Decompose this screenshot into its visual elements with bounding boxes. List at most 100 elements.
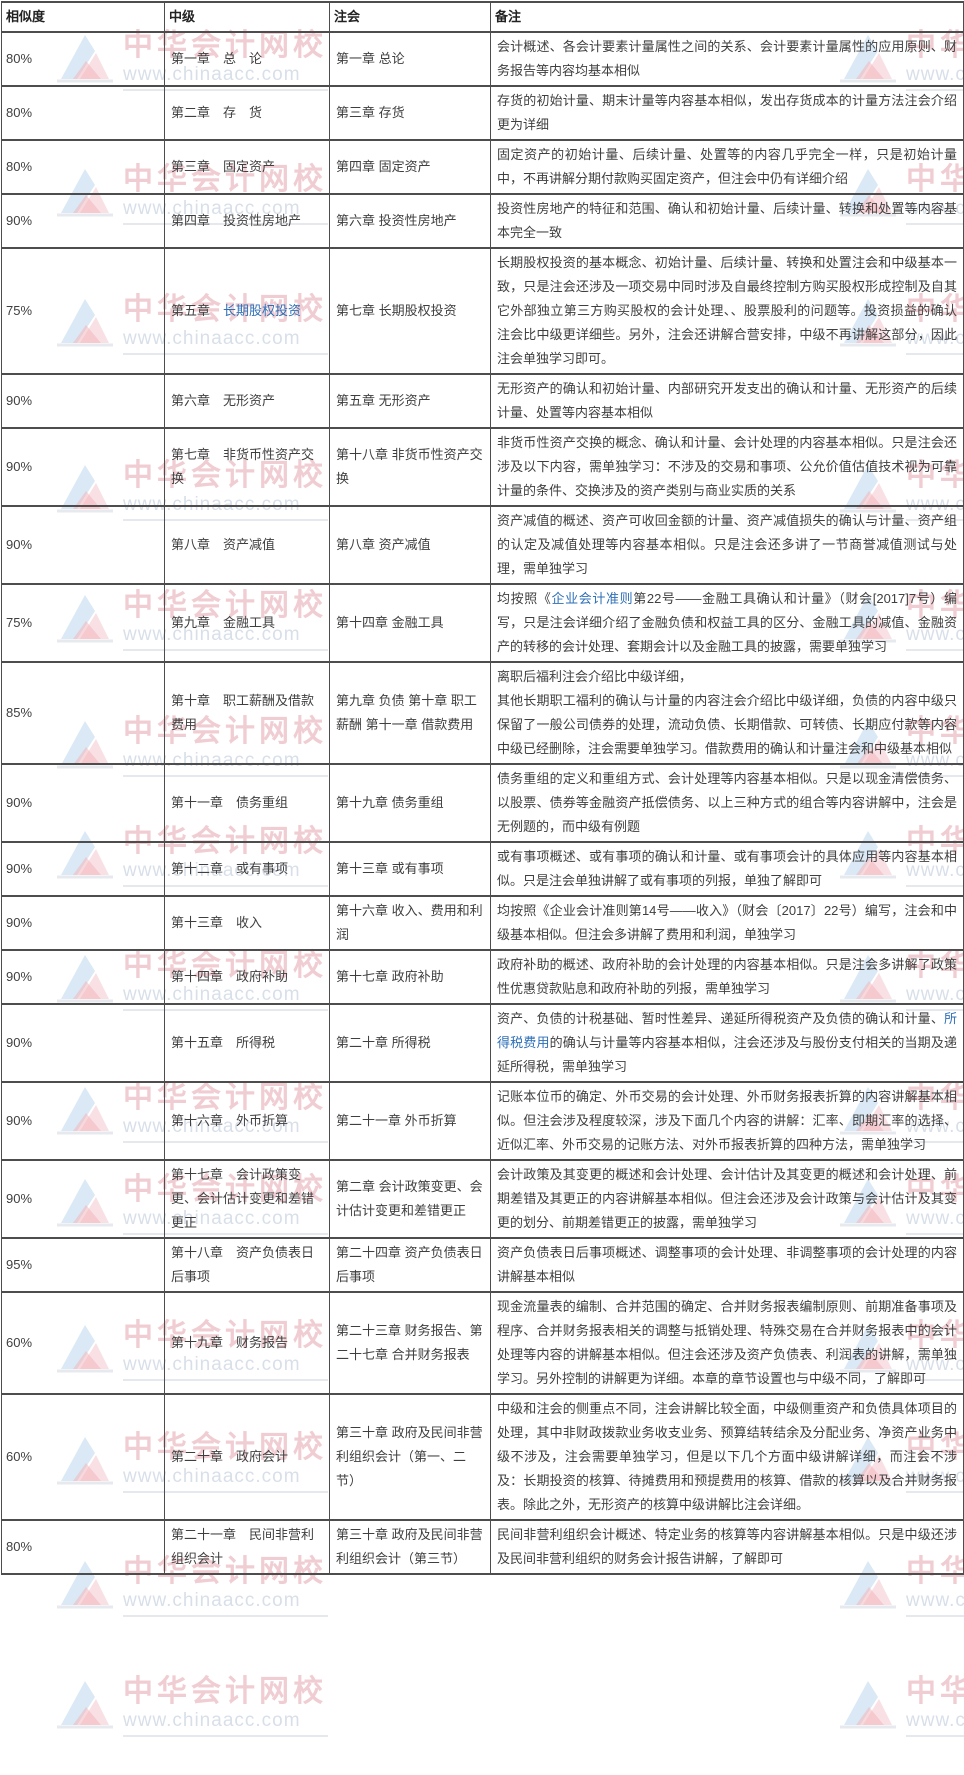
- similarity-cell: 75%: [1, 247, 165, 375]
- cpa-chapter-cell: 第三章 存货: [329, 85, 491, 141]
- table-row: 90% 第七章 非货币性资产交换 第十八章 非货币性资产交换 非货币性资产交换的概念、…: [1, 427, 964, 507]
- table-row: 80% 第一章 总 论 第一章 总论 会计概述、各会计要素计量属性之间的关系、会计要素…: [1, 31, 964, 87]
- watermark-brand-text: 中华会计网校: [123, 1675, 327, 1708]
- text-segment: 资产负债表日后事项概述、调整事项的会计处理、非调整事项的会计处理的内容讲解基本相…: [497, 1245, 957, 1284]
- table-row: 90% 第十四章 政府补助 第十七章 政府补助 政府补助的概述、政府补助的会计处理的内…: [1, 949, 964, 1005]
- text-segment: 第八章 资产减值: [171, 537, 276, 552]
- inline-link[interactable]: 所得税费用: [497, 1011, 957, 1050]
- cpa-chapter-cell: 第二十章 所得税: [329, 1003, 491, 1083]
- watermark-brand-text: 中华会计网校: [906, 1675, 964, 1708]
- text-segment: 第二十一章 民间非营利组织会计: [171, 1527, 315, 1566]
- text-segment: 第十五章 所得税: [171, 1035, 276, 1050]
- similarity-cell: 60%: [1, 1393, 165, 1521]
- remark-cell: 资产负债表日后事项概述、调整事项的会计处理、非调整事项的会计处理的内容讲解基本相…: [490, 1237, 964, 1293]
- text-segment: 第六章 无形资产: [171, 393, 276, 408]
- text-segment: 投资性房地产的特征和范围、确认和初始计量、后续计量、转换和处置等内容基本完全一致: [497, 201, 957, 240]
- cpa-chapter-cell: 第四章 固定资产: [329, 139, 491, 195]
- remark-cell: 资产、负债的计税基础、暂时性差异、递延所得税资产及负债的确认和计量、所得税费用的…: [490, 1003, 964, 1083]
- mid-chapter-cell: 第十八章 资产负债表日后事项: [164, 1237, 330, 1293]
- remark-cell: 长期股权投资的基本概念、初始计量、后续计量、转换和处置注会和中级基本一致，只是注…: [490, 247, 964, 375]
- header-mid-level: 中级: [164, 1, 330, 33]
- remark-cell: 资产减值的概述、资产可收回金额的计量、资产减值损失的确认与计量、资产组的认定及减…: [490, 505, 964, 585]
- similarity-cell: 90%: [1, 427, 165, 507]
- mid-chapter-cell: 第十七章 会计政策变更、会计估计变更和差错更正: [164, 1159, 330, 1239]
- text-segment: 第十六章 外币折算: [171, 1113, 289, 1128]
- cpa-chapter-cell: 第二十一章 外币折算: [329, 1081, 491, 1161]
- text-segment: 第二章 存 货: [171, 105, 263, 120]
- text-segment: 中级和注会的侧重点不同，注会讲解比较全面，中级侧重资产和负债具体项目的处理，其中…: [497, 1401, 957, 1512]
- cpa-chapter-cell: 第十八章 非货币性资产交换: [329, 427, 491, 507]
- text-segment: 固定资产的初始计量、后续计量、处置等的内容几乎完全一样，只是初始计量中，不再讲解…: [497, 147, 957, 186]
- text-segment: 或有事项概述、或有事项的确认和计量、或有事项会计的具体应用等内容基本相似。只是注…: [497, 849, 957, 888]
- text-segment: 均按照《企业会计准则第14号——收入》（财会〔2017〕22号）编写，注会和中级…: [497, 903, 957, 942]
- text-segment: 会计政策及其变更的概述和会计处理、会计估计及其变更的概述和会计处理、前期差错及其…: [497, 1167, 957, 1230]
- text-segment: 记账本位币的确定、外币交易的会计处理、外币财务报表折算的内容讲解基本相似。但注会…: [497, 1089, 957, 1152]
- remark-cell: 债务重组的定义和重组方式、会计处理等内容基本相似。只是以现金清偿债务、以股票、债…: [490, 763, 964, 843]
- similarity-cell: 85%: [1, 661, 165, 765]
- similarity-cell: 80%: [1, 31, 165, 87]
- mid-chapter-cell: 第十五章 所得税: [164, 1003, 330, 1083]
- mid-chapter-cell: 第七章 非货币性资产交换: [164, 427, 330, 507]
- mid-chapter-cell: 第十四章 政府补助: [164, 949, 330, 1005]
- remark-cell: 政府补助的概述、政府补助的会计处理的内容基本相似。只是注会多讲解了政策性优惠贷款…: [490, 949, 964, 1005]
- similarity-cell: 90%: [1, 841, 165, 897]
- text-segment: 第二十章 政府会计: [171, 1449, 289, 1464]
- similarity-cell: 80%: [1, 1519, 165, 1575]
- mid-chapter-cell: 第一章 总 论: [164, 31, 330, 87]
- text-segment: 非货币性资产交换的概念、确认和计量、会计处理的内容基本相似。只是注会还涉及以下内…: [497, 435, 957, 498]
- remark-cell: 无形资产的确认和初始计量、内部研究开发支出的确认和计量、无形资产的后续计量、处置…: [490, 373, 964, 429]
- table-row: 80% 第二十一章 民间非营利组织会计 第三十章 政府及民间非营利组织会计（第三节）…: [1, 1519, 964, 1575]
- table-row: 90% 第八章 资产减值 第八章 资产减值 资产减值的概述、资产可收回金额的计量、资产…: [1, 505, 964, 585]
- similarity-cell: 90%: [1, 1159, 165, 1239]
- text-segment: 第一章 总 论: [171, 51, 263, 66]
- table-row: 80% 第三章 固定资产 第四章 固定资产 固定资产的初始计量、后续计量、处置等的内容…: [1, 139, 964, 195]
- text-segment: 民间非营利组织会计概述、特定业务的核算等内容讲解基本相似。只是中级还涉及民间非营…: [497, 1527, 957, 1566]
- mid-chapter-cell: 第十三章 收入: [164, 895, 330, 951]
- similarity-cell: 60%: [1, 1291, 165, 1395]
- text-segment: 第五章: [171, 303, 224, 318]
- table-row: 95% 第十八章 资产负债表日后事项 第二十四章 资产负债表日后事项 资产负债表日后事…: [1, 1237, 964, 1293]
- table-header: 相似度 中级 注会 备注: [1, 1, 964, 33]
- table-row: 60% 第二十章 政府会计 第三十章 政府及民间非营利组织会计（第一、二节） 中级和注…: [1, 1393, 964, 1521]
- mid-chapter-cell: 第九章 金融工具: [164, 583, 330, 663]
- text-segment: 均按照《: [497, 591, 552, 606]
- similarity-cell: 75%: [1, 583, 165, 663]
- text-segment: 第四章 投资性房地产: [171, 213, 302, 228]
- mid-chapter-cell: 第四章 投资性房地产: [164, 193, 330, 249]
- text-segment: 第十八章 资产负债表日后事项: [171, 1245, 315, 1284]
- chinaacc-triangle-logo-icon: [55, 1675, 117, 1736]
- cpa-chapter-cell: 第五章 无形资产: [329, 373, 491, 429]
- text-segment: 第十一章 债务重组: [171, 795, 289, 810]
- mid-chapter-cell: 第十二章 或有事项: [164, 841, 330, 897]
- remark-cell: 民间非营利组织会计概述、特定业务的核算等内容讲解基本相似。只是中级还涉及民间非营…: [490, 1519, 964, 1575]
- watermark-url-text: www.chinaacc.com: [123, 1589, 328, 1617]
- remark-cell: 非货币性资产交换的概念、确认和计量、会计处理的内容基本相似。只是注会还涉及以下内…: [490, 427, 964, 507]
- text-segment: 会计概述、各会计要素计量属性之间的关系、会计要素计量属性的应用原则、财务报告等内…: [497, 39, 957, 78]
- remark-cell: 离职后福利注会介绍比中级详细， 其他长期职工福利的确认与计量的内容注会介绍比中级…: [490, 661, 964, 765]
- mid-chapter-cell: 第十六章 外币折算: [164, 1081, 330, 1161]
- inline-link[interactable]: 长期股权投资: [223, 303, 302, 318]
- similarity-cell: 90%: [1, 895, 165, 951]
- text-segment: 债务重组的定义和重组方式、会计处理等内容基本相似。只是以现金清偿债务、以股票、债…: [497, 771, 957, 834]
- inline-link[interactable]: 企业会计准则: [551, 591, 634, 606]
- mid-chapter-cell: 第二章 存 货: [164, 85, 330, 141]
- header-row: 相似度 中级 注会 备注: [1, 1, 964, 33]
- mid-chapter-cell: 第二十章 政府会计: [164, 1393, 330, 1521]
- remark-cell: 均按照《企业会计准则第22号——金融工具确认和计量》（财会[2017]7号）编写…: [490, 583, 964, 663]
- text-segment: 政府补助的概述、政府补助的会计处理的内容基本相似。只是注会多讲解了政策性优惠贷款…: [497, 957, 957, 996]
- table-row: 85% 第十章 职工薪酬及借款费用 第九章 负债 第十章 职工薪酬 第十一章 借款费…: [1, 661, 964, 765]
- similarity-cell: 80%: [1, 85, 165, 141]
- table-row: 90% 第十一章 债务重组 第十九章 债务重组 债务重组的定义和重组方式、会计处理等内…: [1, 763, 964, 843]
- text-segment: 现金流量表的编制、合并范围的确定、合并财务报表编制原则、前期准备事项及程序、合并…: [497, 1299, 957, 1386]
- table-row: 75% 第五章 长期股权投资 第七章 长期股权投资 长期股权投资的基本概念、初始计量、…: [1, 247, 964, 375]
- text-segment: 存货的初始计量、期末计量等内容基本相似，发出存货成本的计量方法注会介绍更为详细: [497, 93, 957, 132]
- chinaacc-triangle-logo-icon: [838, 1675, 900, 1736]
- text-segment: 资产减值的概述、资产可收回金额的计量、资产减值损失的确认与计量、资产组的认定及减…: [497, 513, 957, 576]
- remark-cell: 中级和注会的侧重点不同，注会讲解比较全面，中级侧重资产和负债具体项目的处理，其中…: [490, 1393, 964, 1521]
- similarity-cell: 95%: [1, 1237, 165, 1293]
- text-segment: 第十章 职工薪酬及借款费用: [171, 693, 315, 732]
- remark-cell: 会计政策及其变更的概述和会计处理、会计估计及其变更的概述和会计处理、前期差错及其…: [490, 1159, 964, 1239]
- cpa-chapter-cell: 第六章 投资性房地产: [329, 193, 491, 249]
